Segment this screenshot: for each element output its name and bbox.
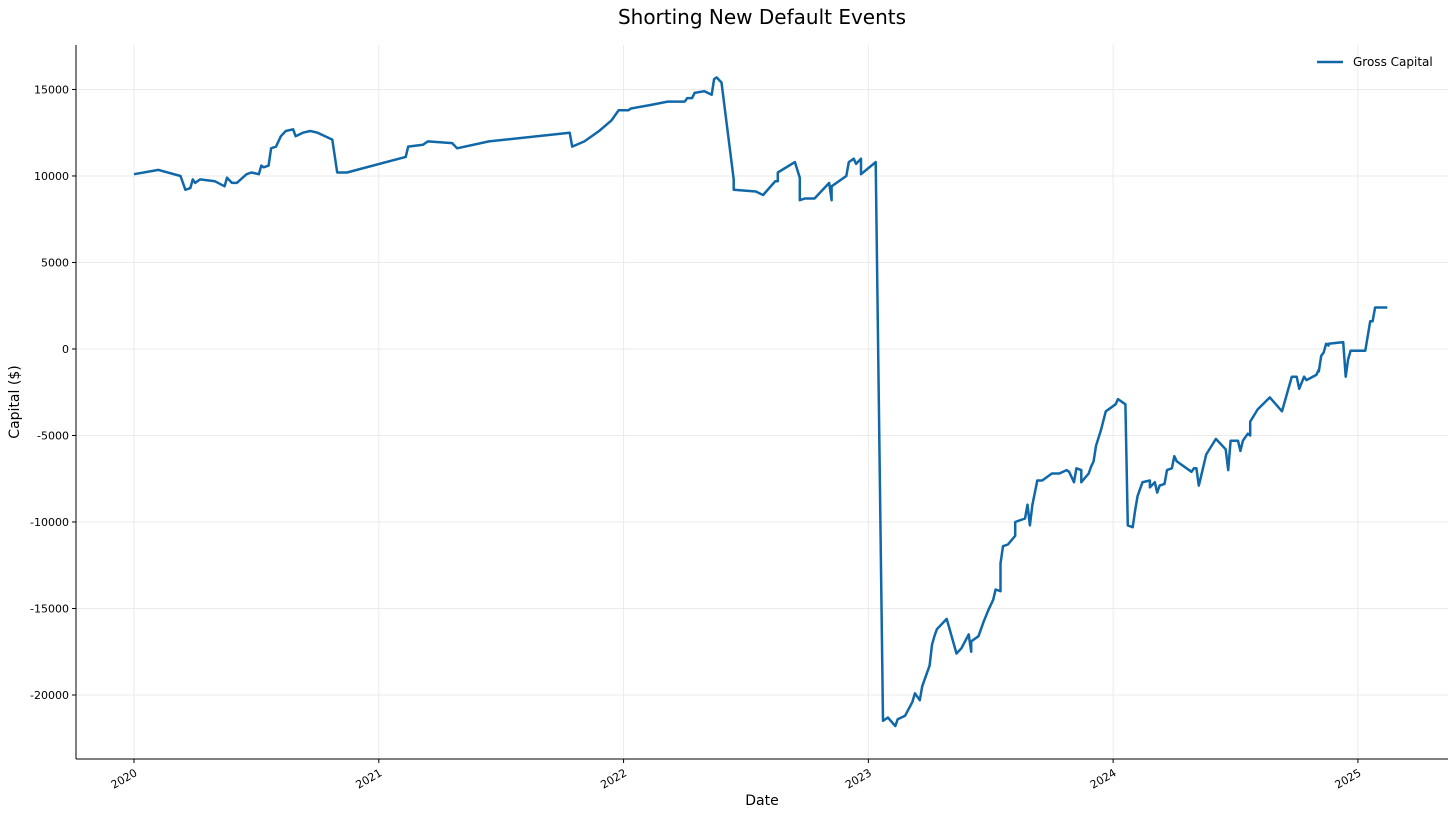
legend-label: Gross Capital: [1353, 55, 1433, 69]
x-tick-label: 2020: [109, 766, 140, 791]
x-tick-label: 2021: [354, 766, 385, 791]
y-tick-label: 10000: [34, 170, 69, 183]
y-tick-label: 5000: [41, 256, 69, 269]
x-tick-label: 2023: [843, 766, 874, 791]
y-tick-label: -20000: [30, 689, 69, 702]
x-tick-label: 2025: [1333, 766, 1364, 791]
x-tick-label: 2022: [598, 766, 629, 791]
y-tick-label: 0: [62, 343, 69, 356]
x-axis-label: Date: [745, 793, 778, 809]
y-tick-label: 15000: [34, 83, 69, 96]
y-tick-label: -10000: [30, 516, 69, 529]
y-axis-label: Capital ($): [7, 365, 23, 438]
data-line: [133, 76, 1388, 728]
chart-title: Shorting New Default Events: [618, 5, 906, 29]
x-tick-label: 2024: [1088, 766, 1119, 791]
y-tick-label: -15000: [30, 602, 69, 615]
y-tick-label: -5000: [37, 429, 69, 442]
